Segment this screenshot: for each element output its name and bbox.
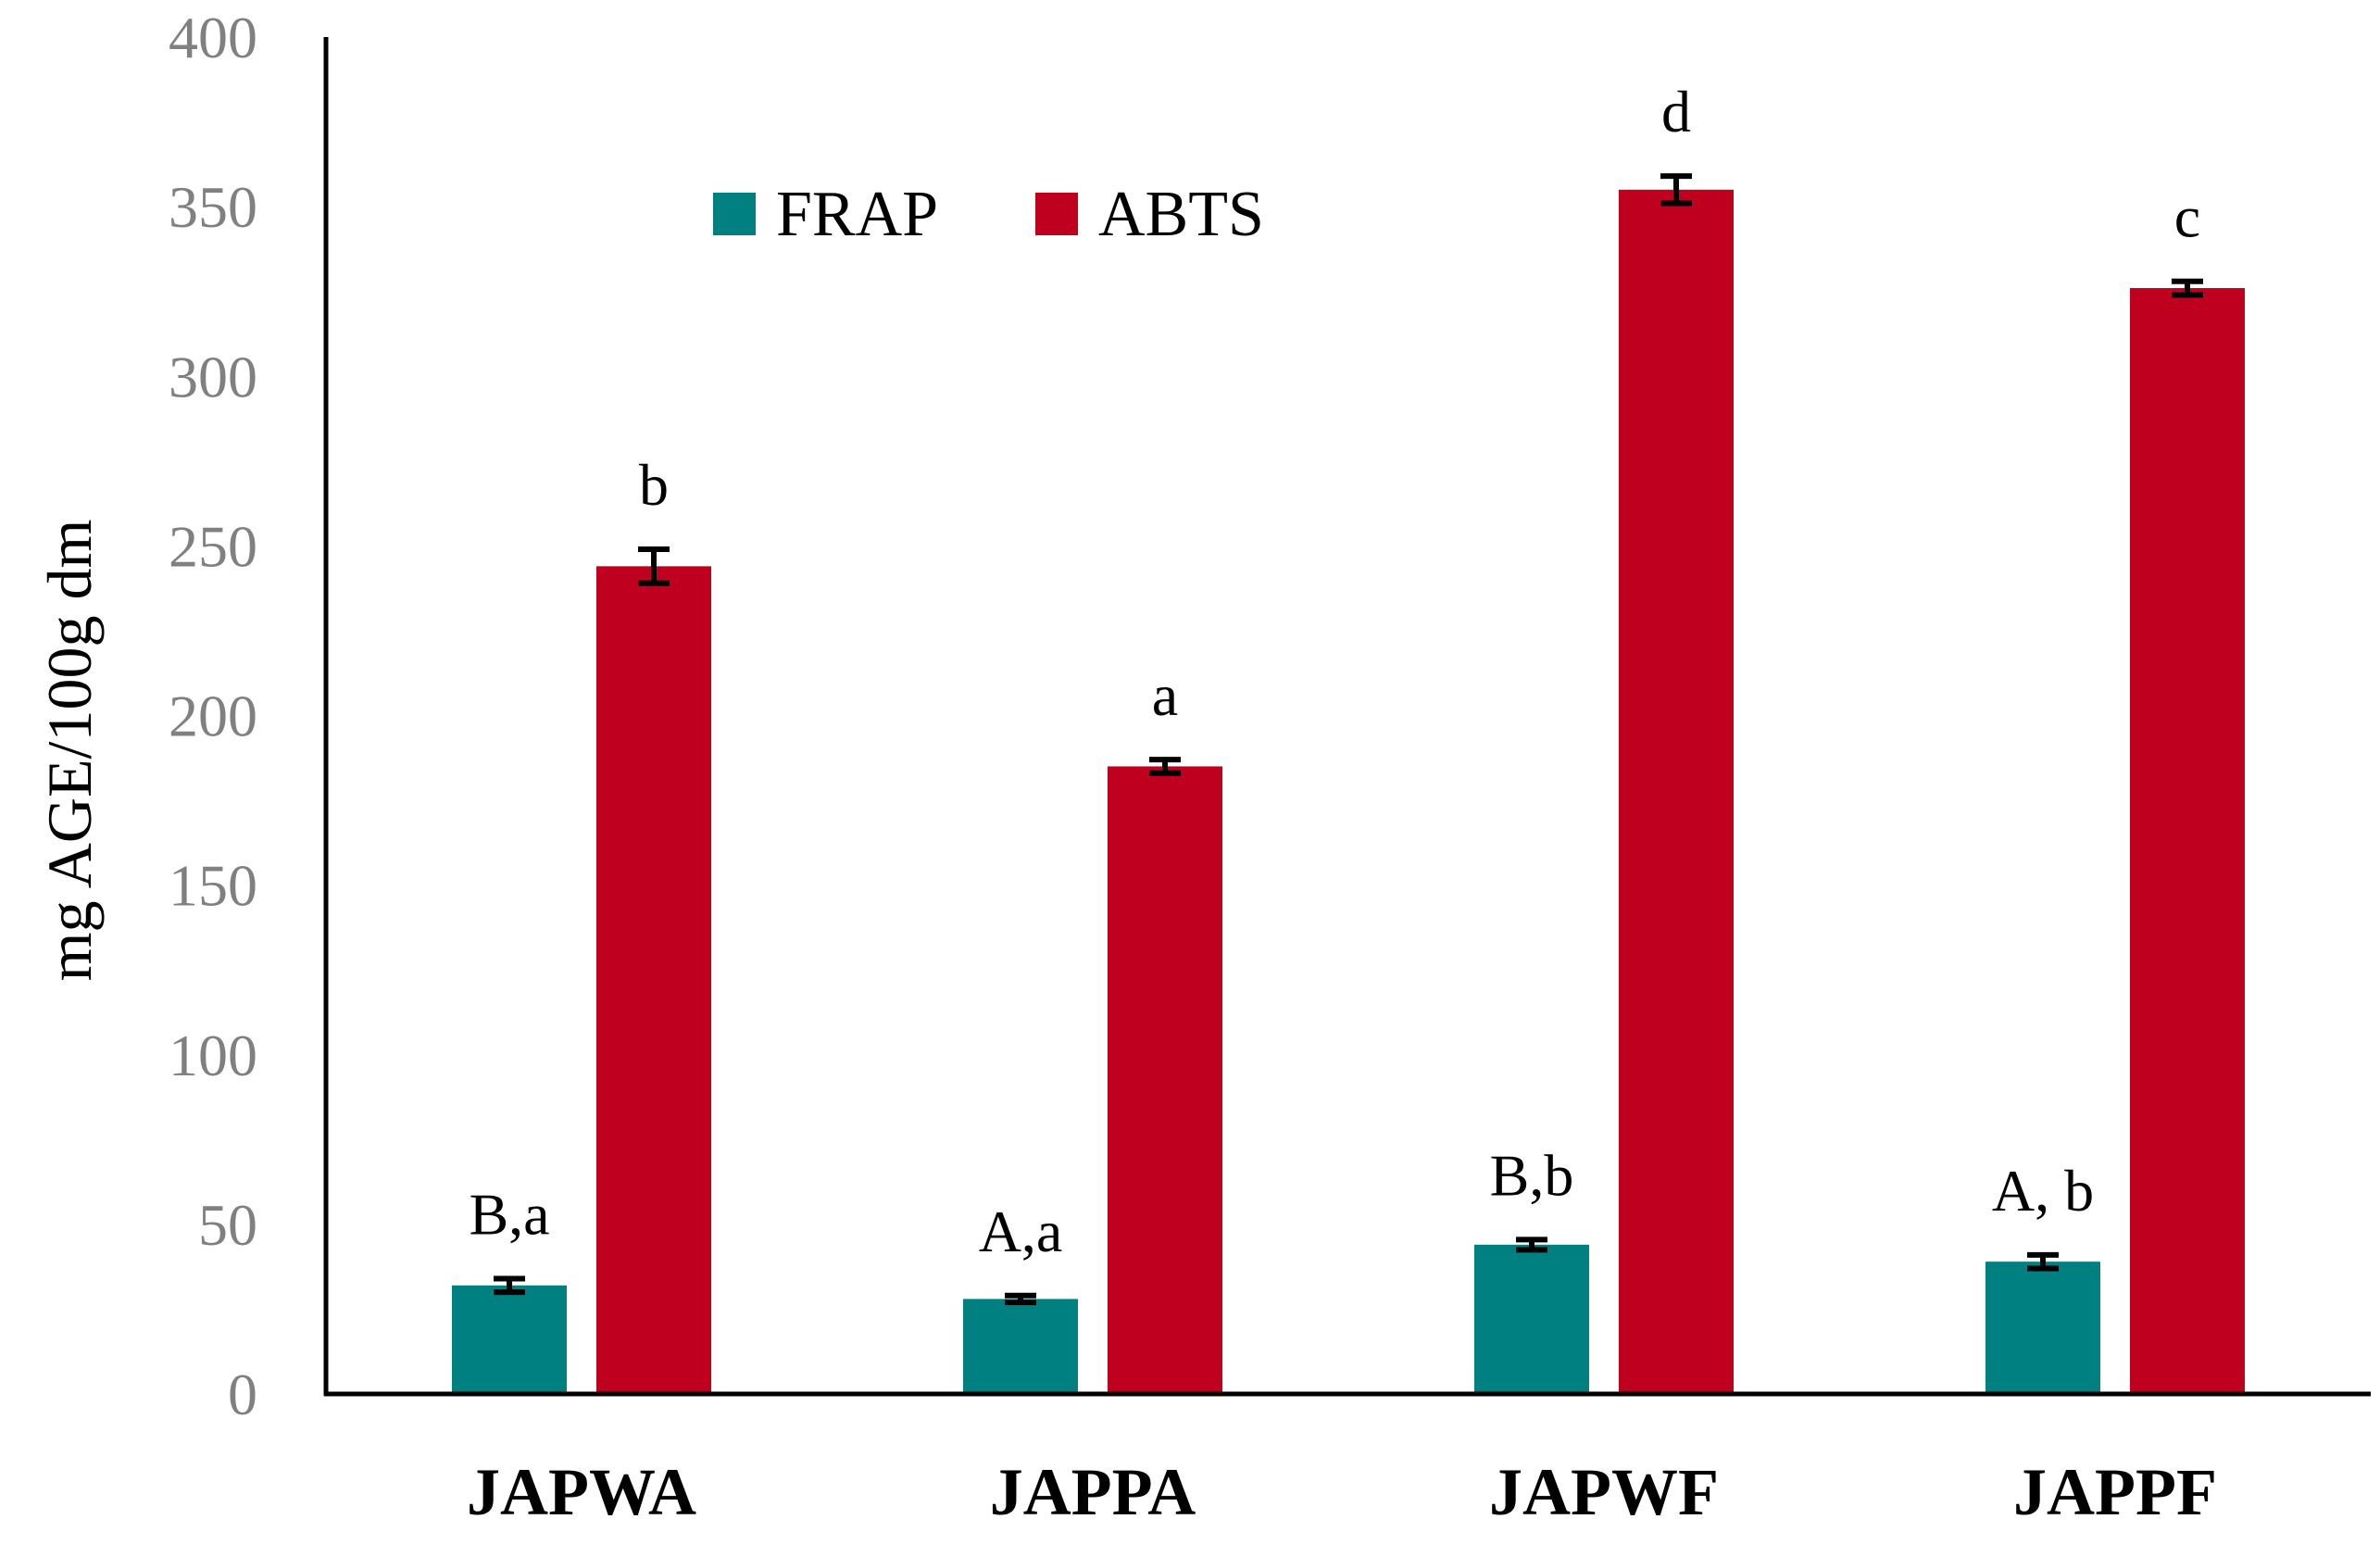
y-tick-label: 100 — [169, 1023, 257, 1088]
y-axis-title-group: mg AGE/100g dm — [34, 520, 105, 982]
bar-annotation: B,b — [1490, 1142, 1574, 1208]
y-axis-title: mg AGE/100g dm — [34, 520, 105, 982]
legend-swatch-frap — [713, 193, 756, 235]
y-tick-label: 400 — [169, 5, 257, 70]
y-tick-label: 200 — [169, 684, 257, 749]
error-bar-frap-japwf — [1516, 1236, 1547, 1253]
y-tick-label: 0 — [228, 1362, 257, 1427]
x-category-label: JAPWA — [467, 1455, 696, 1529]
error-bars — [494, 173, 2203, 1306]
bar-abts-jappf — [2130, 288, 2245, 1394]
bar-frap-jappa — [963, 1299, 1078, 1394]
error-bar-frap-japwa — [494, 1275, 525, 1296]
x-category-label: JAPPF — [2013, 1455, 2217, 1529]
bar-annotation: A, b — [1992, 1158, 2094, 1224]
bar-frap-jappf — [1985, 1262, 2100, 1394]
bar-abts-japwa — [596, 566, 711, 1394]
bar-annotation: d — [1661, 79, 1691, 144]
x-category-label: JAPPA — [990, 1455, 1196, 1529]
y-tick-label: 350 — [169, 174, 257, 240]
bar-annotations: B,a b A,a a B,b d A, b c — [469, 79, 2200, 1264]
error-bar-frap-jappa — [1005, 1292, 1036, 1306]
y-axis-ticks: 0 50 100 150 200 250 300 350 400 — [169, 5, 257, 1427]
axes — [323, 37, 2371, 1397]
bar-abts-jappa — [1108, 766, 1222, 1394]
legend-swatch-abts — [1035, 193, 1078, 235]
bar-frap-japwa — [452, 1285, 567, 1394]
x-category-label: JAPWF — [1489, 1455, 1719, 1529]
bar-annotation: c — [2174, 184, 2200, 250]
bar-abts-japwf — [1619, 189, 1734, 1394]
error-bar-abts-jappa — [1149, 757, 1181, 776]
y-tick-label: 50 — [198, 1192, 257, 1258]
error-bar-abts-jappf — [2172, 278, 2203, 298]
legend-label-frap: FRAP — [776, 179, 938, 250]
error-bar-abts-japwa — [638, 546, 670, 586]
legend: FRAP ABTS — [713, 179, 1264, 250]
bar-annotation: A,a — [979, 1199, 1063, 1264]
bar-annotation: b — [639, 452, 669, 518]
y-tick-label: 250 — [169, 513, 257, 579]
error-bar-frap-jappf — [2027, 1251, 2059, 1272]
bars — [452, 189, 2245, 1394]
x-axis-categories: JAPWA JAPPA JAPWF JAPPF — [467, 1455, 2217, 1529]
error-bar-abts-japwf — [1660, 173, 1692, 207]
y-tick-label: 300 — [169, 344, 257, 409]
y-tick-label: 150 — [169, 853, 257, 919]
legend-label-abts: ABTS — [1098, 179, 1264, 250]
bar-annotation: B,a — [469, 1181, 549, 1247]
bar-annotation: a — [1152, 662, 1178, 728]
bar-frap-japwf — [1474, 1244, 1589, 1394]
